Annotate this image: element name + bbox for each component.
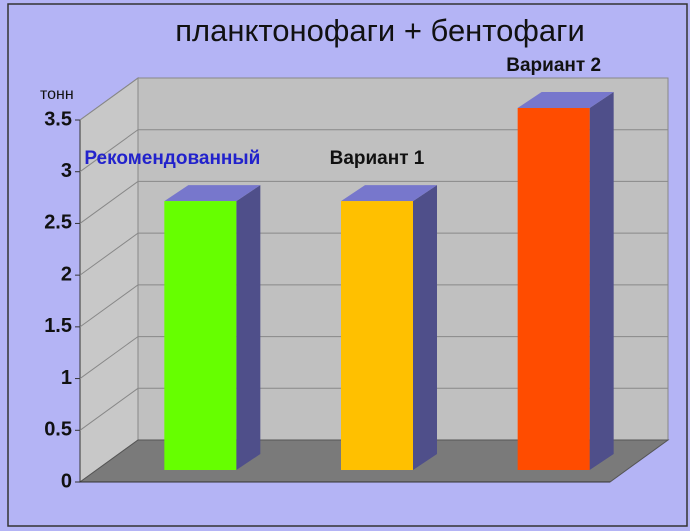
plot-area: 0 0.5 1 1.5 2 2.5 3 3.5 Рекомендованный Вариант 1…	[44, 55, 670, 492]
grid-line	[79, 232, 668, 276]
grid-line	[79, 77, 668, 121]
y-tick-label: 1	[61, 367, 72, 389]
y-tick-label: 3.5	[44, 108, 72, 130]
bar-label: Вариант 1	[330, 148, 425, 169]
bar	[341, 201, 413, 471]
bar	[517, 108, 590, 470]
y-tick-label: 0.5	[44, 419, 72, 441]
grid-line	[79, 336, 668, 379]
bar-side	[413, 185, 437, 471]
bar-label: Рекомендованный	[84, 148, 260, 169]
bar-top	[517, 92, 614, 108]
frame	[7, 3, 688, 527]
y-tick-label: 1.5	[44, 315, 72, 337]
grid-line	[79, 180, 668, 224]
bar-side	[589, 92, 614, 470]
side-wall	[79, 77, 139, 483]
grid-line	[79, 284, 668, 328]
grid-line	[79, 129, 668, 173]
y-axis-label: тонн	[40, 86, 74, 103]
y-tick-label: 2	[61, 263, 72, 285]
y-tick-label: 2.5	[44, 212, 72, 234]
grid-line	[79, 387, 668, 431]
chart-title: планктонофаги + бентофаги	[175, 13, 585, 48]
bar-side	[236, 185, 261, 471]
bar	[164, 201, 237, 471]
y-tick-label: 3	[61, 160, 72, 182]
bar-top	[164, 185, 261, 202]
bar-top	[341, 185, 437, 202]
bar-label: Вариант 2	[506, 55, 601, 76]
y-tick-label: 0	[61, 470, 72, 492]
